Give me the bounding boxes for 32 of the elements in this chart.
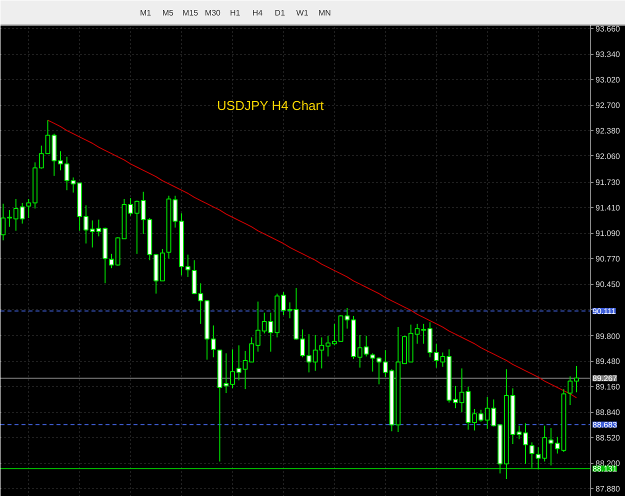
y-tick-label: 92.060 bbox=[596, 152, 621, 161]
y-tick-label: 93.340 bbox=[596, 50, 621, 60]
text: M15 bbox=[182, 8, 199, 18]
y-tick-label: 91.090 bbox=[596, 229, 621, 238]
candlestick bbox=[529, 442, 534, 468]
y-tick-label: 89.800 bbox=[596, 332, 621, 341]
text: H4 bbox=[252, 8, 264, 18]
y-tick-label: 89.160 bbox=[596, 382, 621, 392]
y-tick-label: 89.480 bbox=[596, 357, 621, 366]
text: USDJPY H4 Chart bbox=[217, 98, 324, 113]
text: M5 bbox=[162, 8, 174, 18]
text: W1 bbox=[296, 8, 309, 18]
y-tick-label: 88.520 bbox=[596, 434, 621, 443]
y-tick-label: 91.730 bbox=[596, 178, 621, 188]
line-series bbox=[47, 120, 577, 398]
text: D1 bbox=[274, 8, 286, 18]
y-tick-label: 93.660 bbox=[596, 24, 621, 34]
text: M1 bbox=[140, 8, 152, 18]
y-tick-label: 92.380 bbox=[596, 126, 621, 136]
y-tick-label: 93.020 bbox=[596, 76, 621, 85]
ref-line-label: 90.111 bbox=[592, 307, 616, 316]
y-tick-label: 90.450 bbox=[596, 280, 621, 290]
y-tick-label: 87.880 bbox=[596, 484, 621, 494]
text: H1 bbox=[230, 8, 241, 18]
y-tick-label: 90.770 bbox=[596, 254, 621, 264]
text: MN bbox=[318, 8, 332, 18]
text: M30 bbox=[204, 8, 222, 18]
ref-line-label: 89.267 bbox=[592, 374, 618, 384]
y-tick-label: 92.700 bbox=[596, 101, 621, 110]
y-tick-label: 88.840 bbox=[596, 408, 621, 418]
ref-line-label: 88.683 bbox=[592, 420, 618, 430]
y-tick-label: 91.410 bbox=[596, 204, 621, 213]
